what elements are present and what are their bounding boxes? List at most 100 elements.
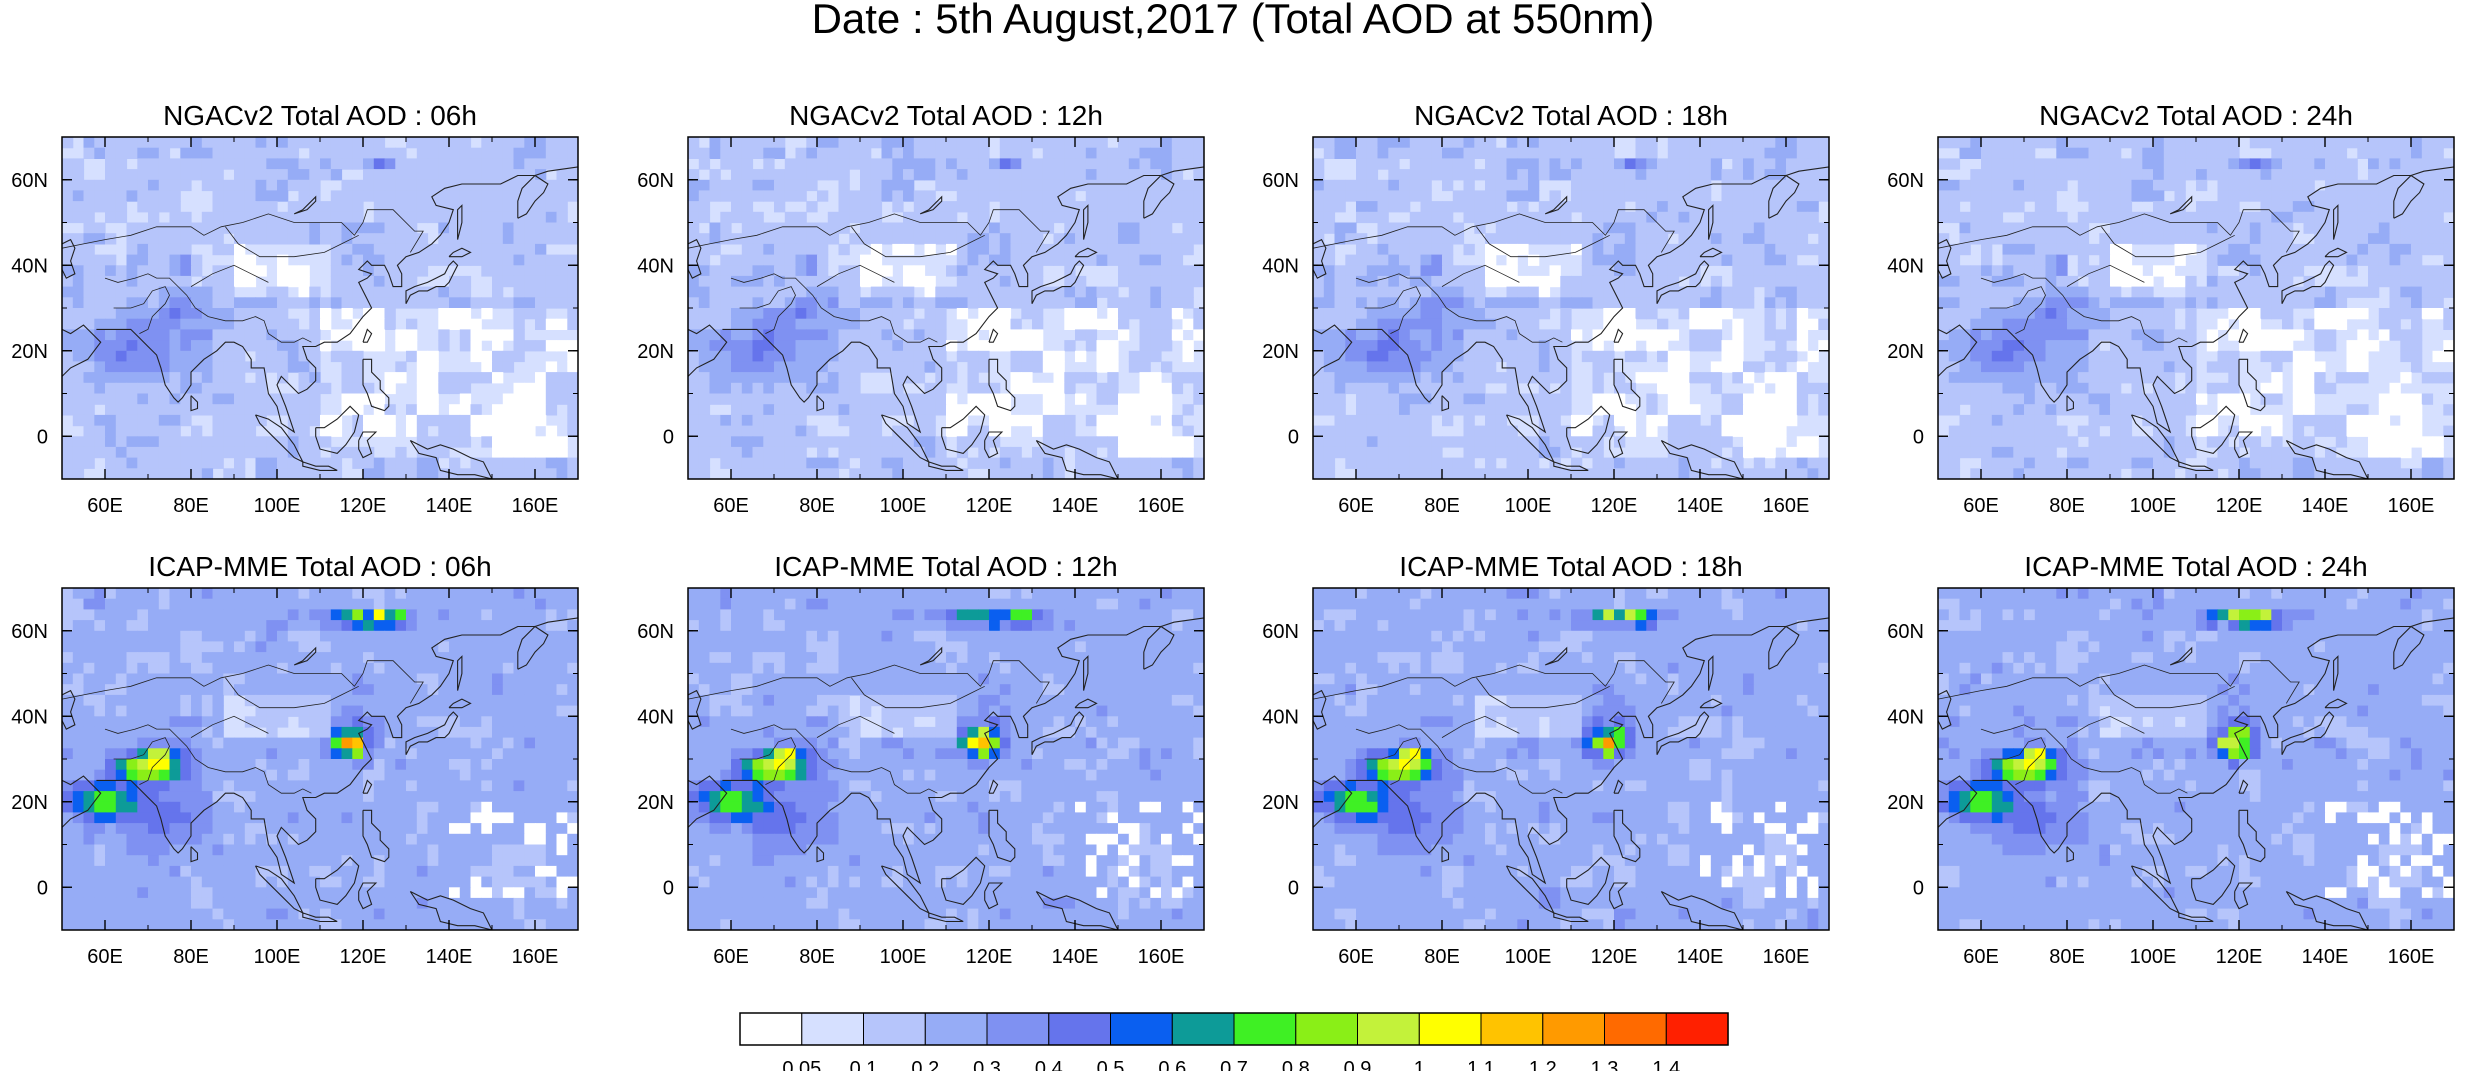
aod-cell [860,446,872,459]
aod-cell [1678,425,1690,437]
aod-cell [903,137,915,149]
aod-cell [2196,169,2208,181]
aod-cell [709,372,721,384]
aod-cell [384,147,396,159]
aod-cell [373,222,386,234]
aod-cell [545,297,558,309]
aod-cell [1549,275,1561,288]
aod-cell [2346,169,2358,181]
aod-cell [2013,308,2025,320]
aod-cell [903,286,915,298]
aod-cell [416,404,429,416]
aod-cell [1970,297,1982,309]
aod-cell [567,297,578,309]
aod-cell [567,350,578,363]
coastline [1544,195,1568,215]
aod-cell [1323,286,1336,298]
aod-cell [1096,318,1108,330]
aod-cell [731,318,743,330]
aod-cell [277,340,289,352]
aod-cell [438,425,450,437]
aod-cell [1991,340,2004,352]
aod-cell [1517,436,1529,448]
aod-cell [341,201,353,213]
aod-cell [752,404,764,416]
aod-cell [266,147,278,159]
aod-cell [1356,350,1368,363]
aod-cell [2368,222,2380,234]
aod-cell [255,393,267,405]
aod-cell [255,211,267,224]
aod-cell [1409,137,1422,149]
aod-cell [2024,308,2036,320]
aod-cell [1667,425,1680,437]
aod-cell [1485,457,1497,469]
aod-cell [1085,169,1098,181]
aod-cell [817,393,829,405]
aod-cell [1581,211,1594,224]
aod-cell [903,243,915,256]
aod-cell [913,361,926,373]
aod-cell [1356,318,1368,330]
aod-cell [2249,329,2262,341]
aod-cell [180,147,192,159]
aod-cell [363,318,375,330]
aod-cell [234,190,246,202]
aod-cell [105,436,117,448]
aod-cell [795,361,807,373]
aod-cell [784,254,797,266]
aod-cell [266,436,278,448]
aod-cell [2357,329,2369,341]
aod-cell [1420,404,1432,416]
aod-cell [1614,179,1626,192]
aod-cell [1377,350,1389,363]
aod-cell [524,275,536,288]
aod-cell [1807,468,1819,479]
aod-cell [148,265,160,277]
aod-cell [1678,436,1690,448]
aod-cell [1948,201,1961,213]
aod-cell [234,169,246,181]
aod-cell [741,297,754,309]
aod-cell [967,137,979,149]
aod-cell [1139,179,1151,192]
aod-cell [449,190,461,202]
aod-cell [1592,137,1604,149]
aod-cell [2174,169,2186,181]
aod-cell [1452,404,1465,416]
aod-cell [406,265,418,277]
aod-cell [83,275,95,288]
aod-cell [2432,265,2444,277]
aod-cell [1592,201,1604,213]
aod-cell [1463,265,1475,277]
aod-cell [502,169,515,181]
aod-cell [806,233,818,245]
aod-cell [956,222,969,234]
aod-cell [978,233,990,245]
aod-cell [720,414,732,427]
aod-cell [1064,308,1076,320]
aod-cell [1991,158,2004,170]
aod-cell [1721,201,1733,213]
aod-cell [2346,137,2358,149]
aod-cell [2077,318,2090,330]
aod-cell [1614,158,1626,170]
coastline [315,405,360,455]
aod-cell [720,147,732,159]
aod-cell [752,318,764,330]
lon-tick-label: 140E [1677,495,1724,517]
aod-cell [1495,446,1508,459]
aod-cell [1085,318,1098,330]
aod-cell [427,297,439,309]
aod-cell [1970,211,1982,224]
aod-cell [1775,382,1787,395]
aod-cell [180,211,192,224]
aod-cell [169,275,181,288]
aod-cell [1818,137,1829,149]
aod-cell [298,297,310,309]
aod-cell [320,436,332,448]
aod-cell [946,201,958,213]
aod-cell [1032,425,1044,437]
aod-cell [2153,179,2165,192]
aod-cell [502,404,515,416]
